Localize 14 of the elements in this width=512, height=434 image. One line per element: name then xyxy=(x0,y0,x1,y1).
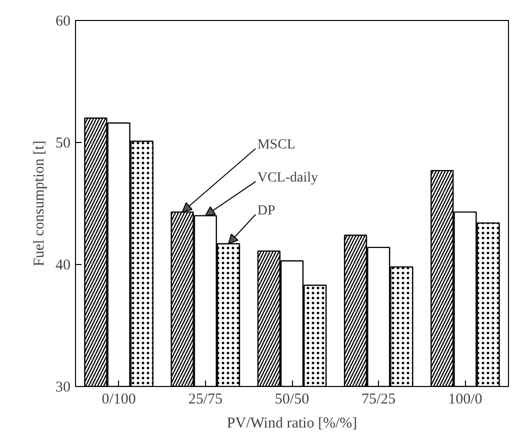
x-tick-label: 0/100 xyxy=(102,392,136,408)
x-tick-label: 100/0 xyxy=(448,392,482,408)
text: MSCL xyxy=(257,137,296,152)
x-tick-label: 75/25 xyxy=(362,392,396,408)
x-tick-label: 25/75 xyxy=(188,392,222,408)
y-tick-label: 30 xyxy=(56,380,70,396)
y-axis-title: Fuel consumption [t] xyxy=(32,140,48,266)
y-tick-label: 60 xyxy=(56,14,70,30)
text: DP xyxy=(257,203,276,218)
y-tick-label: 50 xyxy=(56,136,70,152)
text: VCL-daily xyxy=(257,170,318,186)
y-tick-label: 40 xyxy=(56,258,70,274)
x-tick-label: 50/50 xyxy=(274,392,310,408)
x-axis-title: PV/Wind ratio [%/%] xyxy=(226,416,358,432)
